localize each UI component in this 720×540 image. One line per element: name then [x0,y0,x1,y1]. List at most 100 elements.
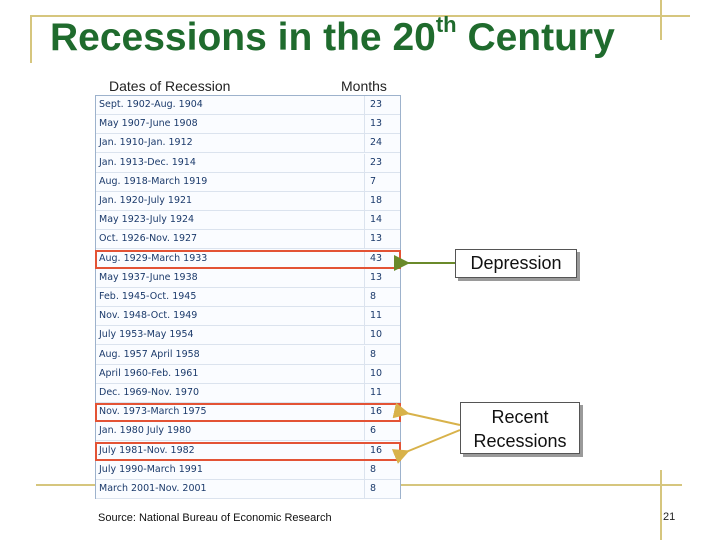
recession-months-cell: 13 [370,271,383,283]
page-number: 21 [663,511,676,523]
recession-months-cell: 11 [370,387,383,398]
months-column-header: Months [341,78,387,94]
decorative-top-line [30,15,690,17]
recession-months-cell: 14 [370,214,383,226]
recession-dates-cell: Aug. 1918-March 1919 [99,175,208,187]
recession-months-cell: 43 [370,252,383,264]
decorative-top-vertical-line [660,0,662,40]
recession-months-cell: 23 [370,99,383,110]
recession-months-cell: 13 [370,118,383,130]
decorative-bottom-vertical-line [660,470,662,540]
title-end-text: Century [456,16,615,59]
recession-dates-cell: Jan. 1913-Dec. 1914 [99,156,196,168]
recession-months-cell: 8 [370,483,377,494]
slide-title: Recessions in the 20th Century [50,12,690,60]
table-row: Jan. 1910-Jan. 1912 24 [96,134,400,154]
title-superscript: th [435,12,457,37]
recession-dates-cell: Aug. 1957 April 1958 [99,348,200,360]
table-row: Aug. 1918-March 1919 7 [96,172,400,192]
column-divider [364,307,365,326]
recent-callout-line1: Recent [491,407,549,427]
recession-dates-cell: July 1990-March 1991 [99,463,203,475]
column-divider [364,403,365,422]
column-divider [364,192,365,210]
recession-months-cell: 8 [370,348,377,360]
recession-dates-cell: April 1960-Feb. 1961 [99,367,199,379]
column-divider [364,134,365,153]
column-divider [364,115,365,134]
depression-callout: Depression [455,249,577,278]
recession-months-cell: 18 [370,195,383,206]
recent-callout-line2: Recessions [473,431,567,451]
recession-dates-cell: March 2001-Nov. 2001 [99,483,207,494]
table-row: April 1960-Feb. 1961 10 [96,364,400,384]
recession-dates-cell: Feb. 1945-Oct. 1945 [99,291,197,302]
recession-months-cell: 13 [370,233,383,245]
table-row: Sept. 1902-Aug. 1904 23 [96,96,400,115]
recession-months-cell: 24 [370,137,383,149]
column-divider [364,230,365,249]
table-row: July 1953-May 1954 10 [96,326,400,346]
recession-dates-cell: Nov. 1948-Oct. 1949 [99,310,198,322]
recession-dates-cell: May 1937-June 1938 [99,271,198,283]
title-main-text: Recessions in the 20 [50,16,436,59]
recent-arrow-1981 [391,429,461,464]
column-divider [364,422,365,441]
table-row: Dec. 1969-Nov. 1970 11 [96,384,400,403]
column-divider [364,480,365,498]
table-row: Jan. 1913-Dec. 1914 23 [96,153,400,173]
recession-months-cell: 11 [370,310,383,322]
recession-months-cell: 8 [370,291,377,302]
column-divider [364,345,365,364]
recession-dates-cell: Aug. 1929-March 1933 [99,252,208,264]
recession-dates-cell: Oct. 1926-Nov. 1927 [99,233,198,245]
column-divider [364,96,365,114]
recession-months-cell: 6 [370,425,377,437]
column-divider [364,288,365,306]
column-divider [364,441,365,460]
table-row: July 1990-March 1991 8 [96,460,400,480]
dates-column-header: Dates of Recession [109,78,231,94]
source-note: Source: National Bureau of Economic Rese… [98,512,332,524]
recession-dates-cell: May 1907-June 1908 [99,118,198,130]
recession-dates-cell: Dec. 1969-Nov. 1970 [99,387,200,398]
recession-months-cell: 23 [370,156,383,168]
recession-dates-cell: July 1953-May 1954 [99,329,194,341]
column-divider [364,211,365,230]
column-divider [364,153,365,172]
column-divider [364,364,365,383]
recession-months-cell: 16 [370,444,383,456]
recession-dates-cell: Jan. 1910-Jan. 1912 [99,137,193,149]
recession-dates-cell: Jan. 1920-July 1921 [99,195,193,206]
table-row: March 2001-Nov. 2001 8 [96,480,400,499]
table-row: Jan. 1920-July 1921 18 [96,192,400,211]
recession-dates-cell: July 1981-Nov. 1982 [99,444,195,456]
recession-dates-cell: May 1923-July 1924 [99,214,195,226]
table-row: Nov. 1948-Oct. 1949 11 [96,307,400,327]
recession-months-cell: 8 [370,463,377,475]
table-row: May 1937-June 1938 13 [96,268,400,288]
recession-months-cell: 7 [370,175,377,187]
recent-recessions-callout: Recent Recessions [460,402,580,454]
column-divider [364,326,365,345]
column-divider [364,249,365,268]
decorative-left-line [30,15,32,63]
recession-dates-cell: Sept. 1902-Aug. 1904 [99,99,203,110]
recession-dates-cell: Jan. 1980 July 1980 [99,425,192,437]
table-row: Aug. 1957 April 1958 8 [96,345,400,365]
table-row: Jan. 1980 July 1980 6 [96,422,400,442]
recession-months-cell: 10 [370,367,383,379]
recession-months-cell: 10 [370,329,383,341]
recession-dates-cell: Nov. 1973-March 1975 [99,406,207,418]
column-divider [364,460,365,479]
table-row: May 1923-July 1924 14 [96,211,400,231]
table-row: Feb. 1945-Oct. 1945 8 [96,288,400,307]
column-divider [364,384,365,402]
recessions-table: Sept. 1902-Aug. 1904 23 May 1907-June 1908… [95,95,401,499]
table-row: May 1907-June 1908 13 [96,115,400,135]
recent-arrow-1973 [392,402,461,426]
column-divider [364,268,365,287]
column-divider [364,172,365,191]
table-row: Oct. 1926-Nov. 1927 13 [96,230,400,250]
